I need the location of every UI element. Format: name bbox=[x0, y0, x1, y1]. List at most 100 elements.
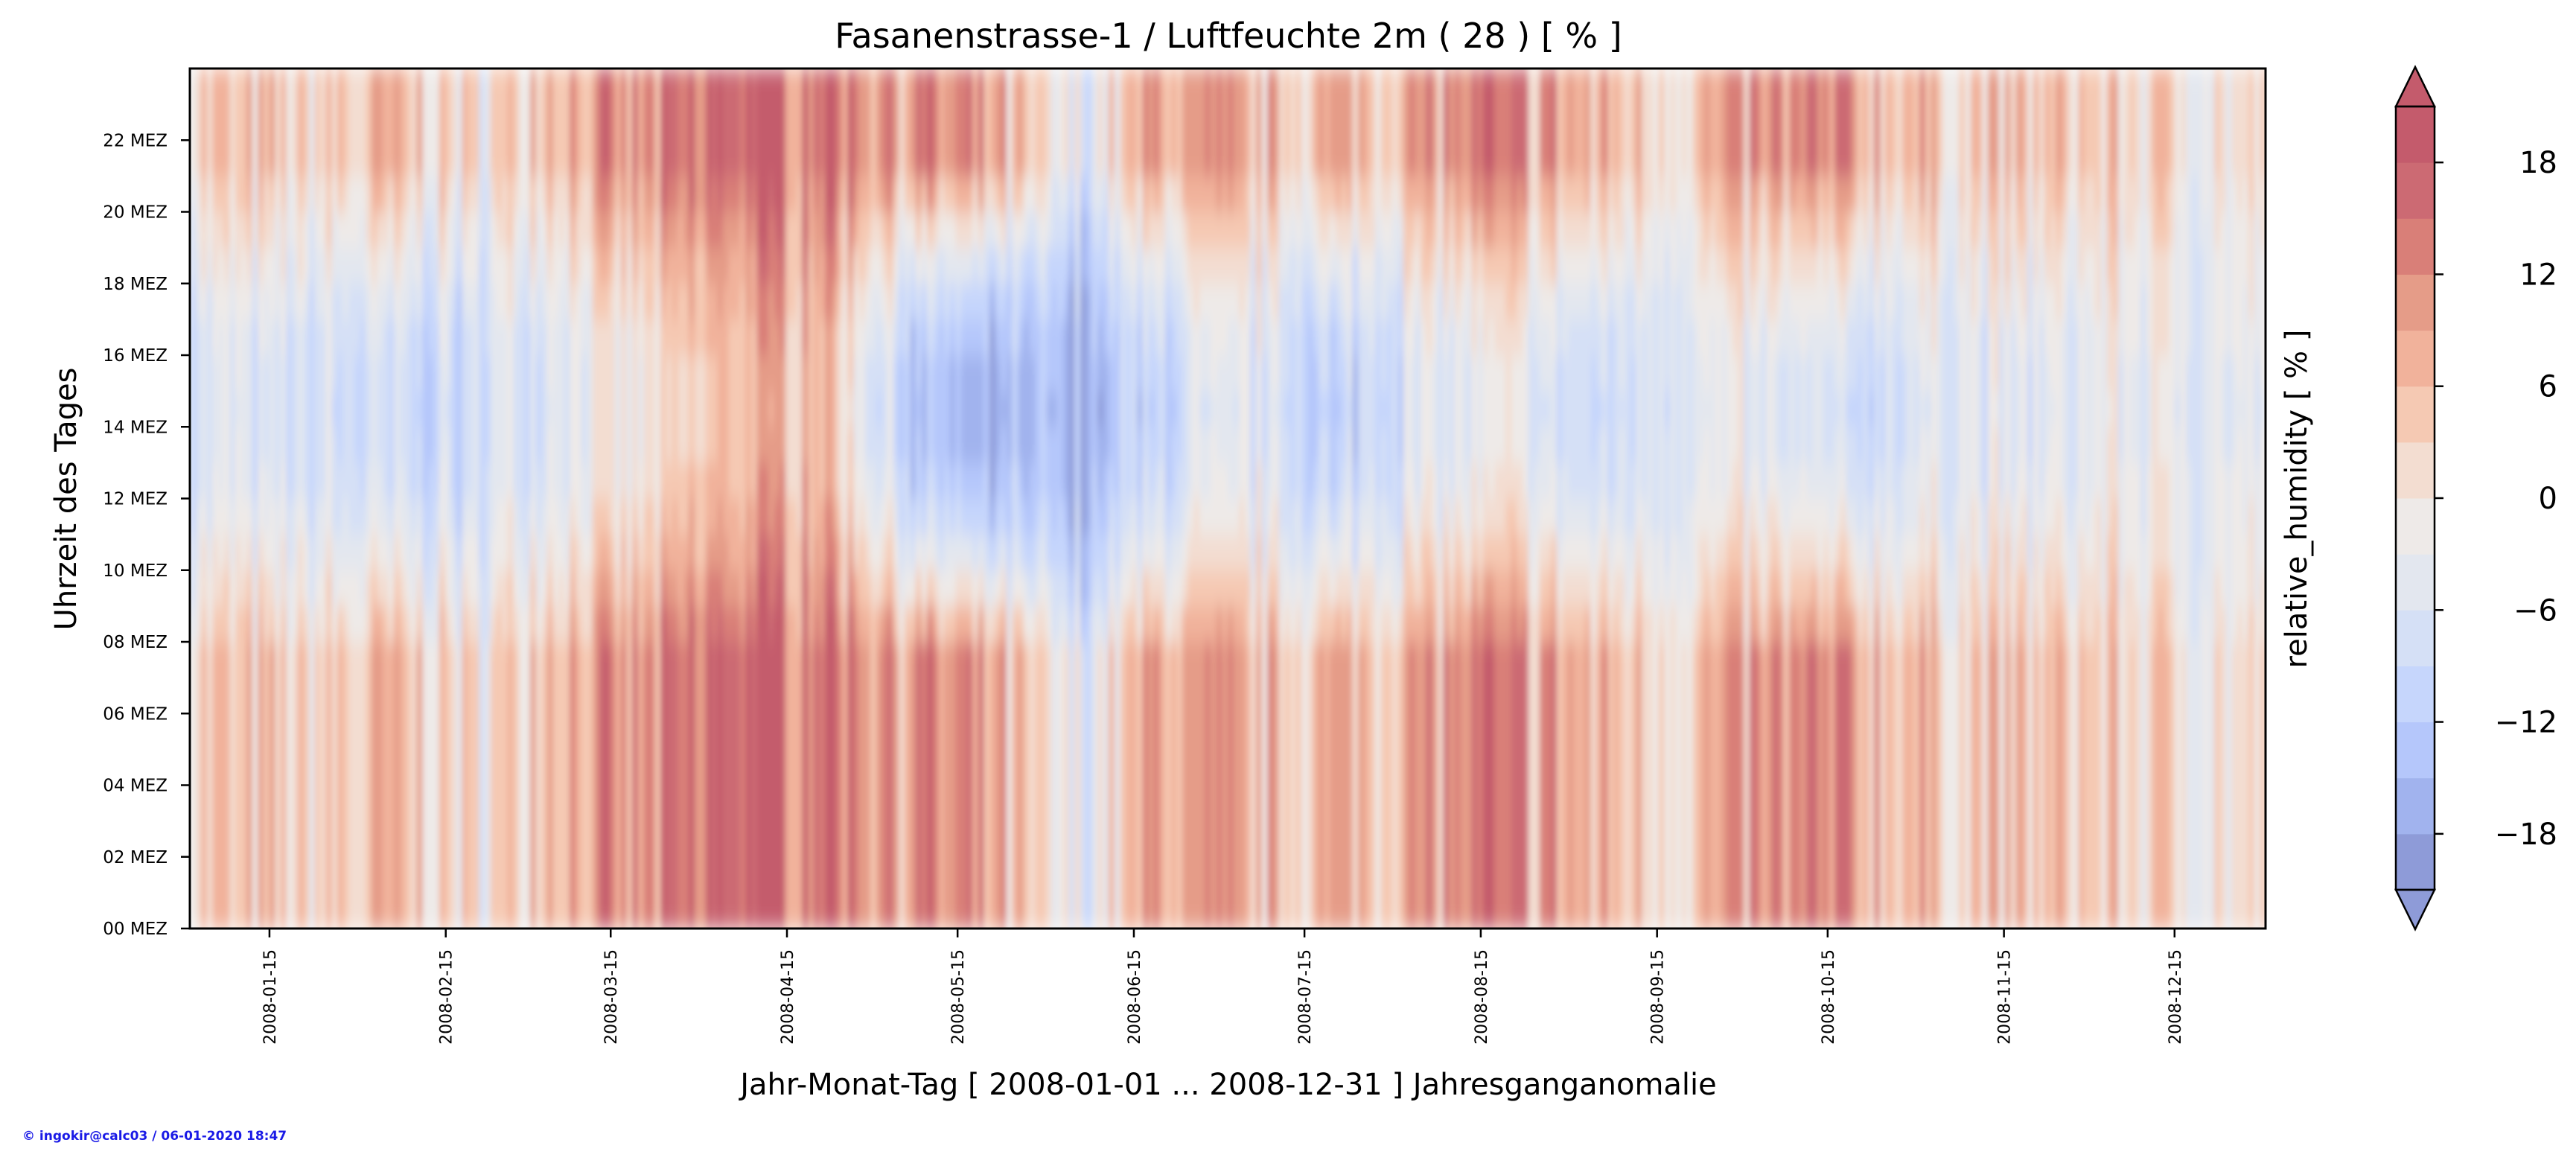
heat-cell bbox=[223, 355, 230, 392]
heat-cell bbox=[1142, 104, 1149, 141]
heat-cell bbox=[1018, 104, 1024, 141]
heat-cell bbox=[836, 427, 843, 463]
heat-cell bbox=[558, 69, 565, 105]
heat-cell bbox=[348, 355, 355, 392]
heat-cell bbox=[320, 570, 327, 607]
heat-cell bbox=[660, 605, 667, 643]
heat-cell bbox=[303, 713, 310, 750]
heat-cell bbox=[756, 498, 763, 535]
heat-cell bbox=[546, 785, 554, 822]
heat-cell bbox=[989, 462, 996, 500]
heat-cell bbox=[949, 785, 956, 822]
heat-cell bbox=[280, 247, 287, 284]
heat-cell bbox=[654, 570, 661, 607]
heat-cell bbox=[955, 642, 962, 678]
heat-cell bbox=[303, 247, 310, 284]
heat-cell bbox=[1170, 570, 1178, 607]
heat-cell bbox=[416, 856, 423, 894]
heat-cell bbox=[581, 391, 587, 427]
heat-cell bbox=[660, 856, 667, 894]
heat-cell bbox=[960, 391, 968, 427]
heat-cell bbox=[360, 642, 366, 678]
heat-cell bbox=[1211, 785, 1217, 822]
heat-cell bbox=[1216, 892, 1222, 928]
heat-cell bbox=[1142, 892, 1149, 928]
heat-cell bbox=[995, 140, 1001, 176]
heat-cell bbox=[229, 104, 236, 141]
heat-cell bbox=[672, 211, 678, 249]
heat-cell bbox=[768, 678, 775, 714]
heat-cell bbox=[479, 821, 485, 858]
heat-cell bbox=[711, 355, 718, 392]
heat-cell bbox=[1272, 821, 1280, 858]
heat-cell bbox=[1080, 462, 1087, 500]
heat-cell bbox=[558, 821, 565, 858]
heat-cell bbox=[649, 605, 656, 643]
heat-cell bbox=[507, 462, 514, 500]
heat-cell bbox=[785, 785, 792, 822]
heat-cell bbox=[660, 283, 667, 320]
heat-cell bbox=[694, 856, 701, 894]
heat-cell bbox=[1222, 892, 1228, 928]
heat-cell bbox=[819, 140, 826, 176]
heat-cell bbox=[637, 713, 644, 750]
heat-cell bbox=[1153, 176, 1161, 213]
heat-cell bbox=[756, 140, 763, 176]
heat-cell bbox=[751, 534, 758, 571]
heat-cell bbox=[1307, 462, 1313, 500]
heat-cell bbox=[325, 605, 333, 643]
heat-cell bbox=[450, 785, 457, 822]
heat-cell bbox=[1001, 176, 1007, 213]
heat-cell bbox=[473, 283, 480, 320]
heat-cell bbox=[916, 69, 922, 105]
heat-cell bbox=[1211, 678, 1217, 714]
heat-cell bbox=[955, 391, 962, 427]
heat-cell bbox=[1029, 462, 1036, 500]
heat-cell bbox=[342, 892, 349, 928]
heat-cell bbox=[1250, 534, 1257, 571]
heat-cell bbox=[983, 821, 990, 858]
heat-cell bbox=[802, 176, 809, 213]
heat-cell bbox=[706, 391, 712, 427]
heat-cell bbox=[751, 69, 758, 105]
heat-cell bbox=[1278, 892, 1285, 928]
heat-cell bbox=[280, 856, 287, 894]
heat-cell bbox=[1097, 892, 1104, 928]
heat-cell bbox=[530, 462, 537, 500]
heat-cell bbox=[1222, 642, 1228, 678]
heat-cell bbox=[303, 678, 310, 714]
heat-cell bbox=[1097, 534, 1104, 571]
heat-cell bbox=[666, 69, 673, 105]
heat-cell bbox=[1006, 534, 1013, 571]
heat-cell bbox=[711, 391, 718, 427]
heat-cell bbox=[1256, 462, 1263, 500]
heat-cell bbox=[808, 69, 814, 105]
heat-cell bbox=[904, 785, 911, 822]
heat-cell bbox=[308, 176, 316, 213]
heat-cell bbox=[626, 713, 633, 750]
heat-cell bbox=[1346, 605, 1354, 643]
heat-cell bbox=[797, 678, 803, 714]
heat-cell bbox=[1363, 283, 1371, 320]
heat-cell bbox=[1187, 176, 1194, 213]
heat-cell bbox=[1239, 785, 1246, 822]
heat-cell bbox=[620, 211, 628, 249]
heat-cell bbox=[229, 247, 236, 284]
heat-cell bbox=[1301, 391, 1308, 427]
heat-cell bbox=[416, 355, 423, 392]
heat-cell bbox=[570, 211, 576, 249]
heat-cell bbox=[615, 749, 622, 786]
heat-cell bbox=[1040, 713, 1047, 750]
heat-cell bbox=[382, 104, 389, 141]
heat-cell bbox=[501, 605, 508, 643]
heat-cell bbox=[462, 391, 468, 427]
heat-cell bbox=[581, 283, 587, 320]
heat-cell bbox=[552, 570, 559, 607]
heat-cell bbox=[1120, 69, 1126, 105]
heat-cell bbox=[813, 355, 820, 392]
heat-cell bbox=[620, 534, 628, 571]
heat-cell bbox=[717, 498, 724, 535]
heat-cell bbox=[377, 462, 383, 500]
heat-cell bbox=[1324, 785, 1330, 822]
heat-cell bbox=[252, 749, 259, 786]
